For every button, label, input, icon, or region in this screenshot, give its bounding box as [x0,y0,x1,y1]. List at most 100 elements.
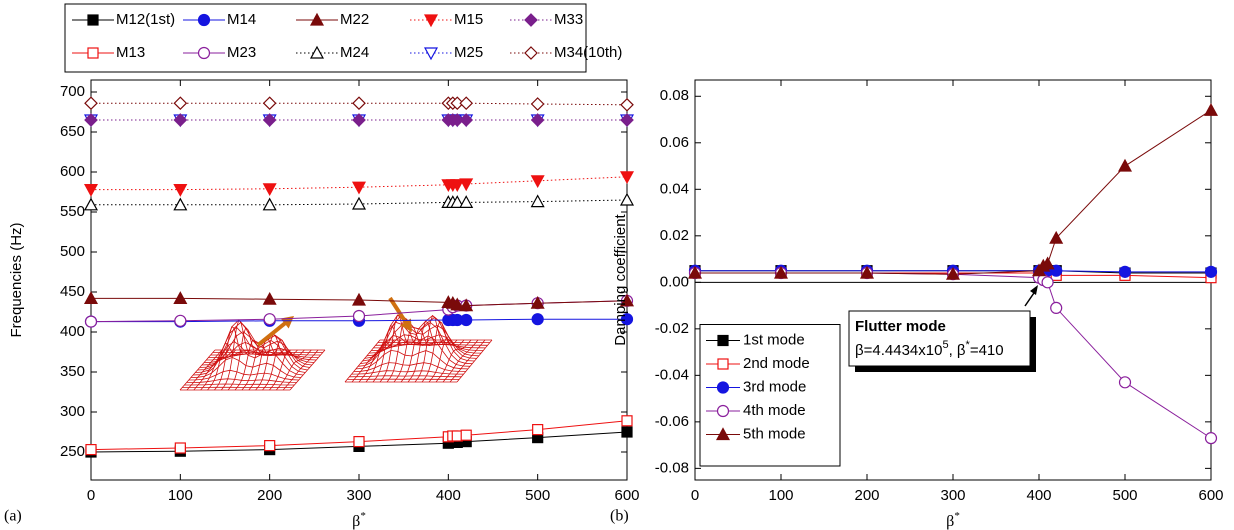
series [83,171,635,197]
mesh-line [289,349,326,391]
x-tick-label: 400 [1026,487,1051,504]
y-tick-label: -0.02 [655,320,689,337]
legend-label: M25 [454,44,483,61]
marker [351,292,367,306]
mesh-line [414,314,451,383]
x-tick-label: 200 [257,487,282,504]
y-tick-label: -0.06 [655,413,689,430]
mesh-line [407,320,444,383]
legend: 1st mode 2nd mode 3rd mode 4th mode 5th mode [699,324,841,467]
y-axis-label: Frequencies (Hz) [8,222,25,337]
marker [715,427,731,441]
marker [530,295,545,309]
marker [352,96,366,111]
mode-shape-mesh [179,319,326,391]
legend-label: 1st mode [743,331,805,348]
series [83,192,635,211]
marker [619,192,635,206]
marker [83,184,99,197]
x-tick-label: 200 [854,487,879,504]
annotation-text: β=4.4434x105, β*=410 [855,339,1004,359]
y-tick-label: 500 [60,243,85,260]
mesh-line [393,326,430,383]
y-tick-label: 350 [60,363,85,380]
annotation-title: Flutter mode [855,318,946,335]
legend-label: M22 [340,11,369,28]
y-tick-label: 300 [60,403,85,420]
mesh-line [262,339,298,391]
mesh-line [188,369,299,381]
marker [352,113,366,127]
marker [351,196,367,210]
marker [530,194,545,208]
y-tick-label: 0.02 [660,227,689,244]
marker [1118,376,1132,389]
x-axis-label-part: * [954,510,960,522]
marker [460,313,473,327]
marker [262,113,277,127]
legend-label: 5th mode [743,425,806,442]
inset-arrow [388,296,409,326]
marker [450,297,465,311]
series [84,96,634,112]
mesh-line [186,378,297,383]
legend-label: M14 [227,11,256,28]
x-tick-label: 500 [1112,487,1137,504]
marker [1204,265,1218,278]
mesh-line [358,335,471,367]
marker [1203,102,1219,116]
mesh-line [275,349,312,391]
x-tick-label: 400 [436,487,461,504]
marker [717,334,729,347]
marker [621,415,633,427]
marker [87,47,99,59]
marker [530,175,545,189]
marker [459,96,474,111]
marker [84,113,98,127]
marker [773,265,789,279]
y-tick-label: 0.00 [660,273,689,290]
x-tick-label: 100 [768,487,793,504]
marker [173,197,188,211]
mesh-line [449,339,486,383]
x-tick-label: 0 [87,487,95,504]
legend-box [64,3,587,73]
marker [450,96,465,111]
legend-box [699,324,841,467]
marker [621,426,633,438]
mesh-line [360,321,473,364]
marker [716,381,730,394]
marker [531,313,544,326]
x-tick-label: 100 [168,487,193,504]
series [85,415,633,456]
annotation-text-part: =410 [970,342,1004,359]
marker [620,313,634,326]
legend-label: M23 [227,44,256,61]
marker [524,46,538,60]
mesh-line [234,340,271,391]
y-tick-label: 400 [60,323,85,340]
mesh-line [193,341,304,376]
annotation: Flutter mode β=4.4434x105, β*=410 [848,285,1038,372]
legend-label: M15 [454,11,483,28]
annotation-text-part: , β [949,342,966,359]
legend-label: M34(10th) [554,44,622,61]
marker [85,444,97,456]
marker [450,195,465,208]
legend-label: 3rd mode [743,378,806,395]
marker [197,13,211,27]
marker [264,440,276,452]
series [83,291,635,312]
chart: 0 100 200 300 400 500 600 250 300 350 400 450 500 550… [4,3,640,530]
mesh-line [269,349,305,391]
legend-label: 2nd mode [743,355,810,372]
marker [423,14,439,28]
series [84,113,634,127]
legend-label: 4th mode [743,402,806,419]
marker [459,178,474,192]
marker [1049,230,1064,244]
marker [173,113,188,127]
marker [859,265,875,279]
marker [1117,158,1133,172]
y-tick-label: 0.08 [660,87,689,104]
